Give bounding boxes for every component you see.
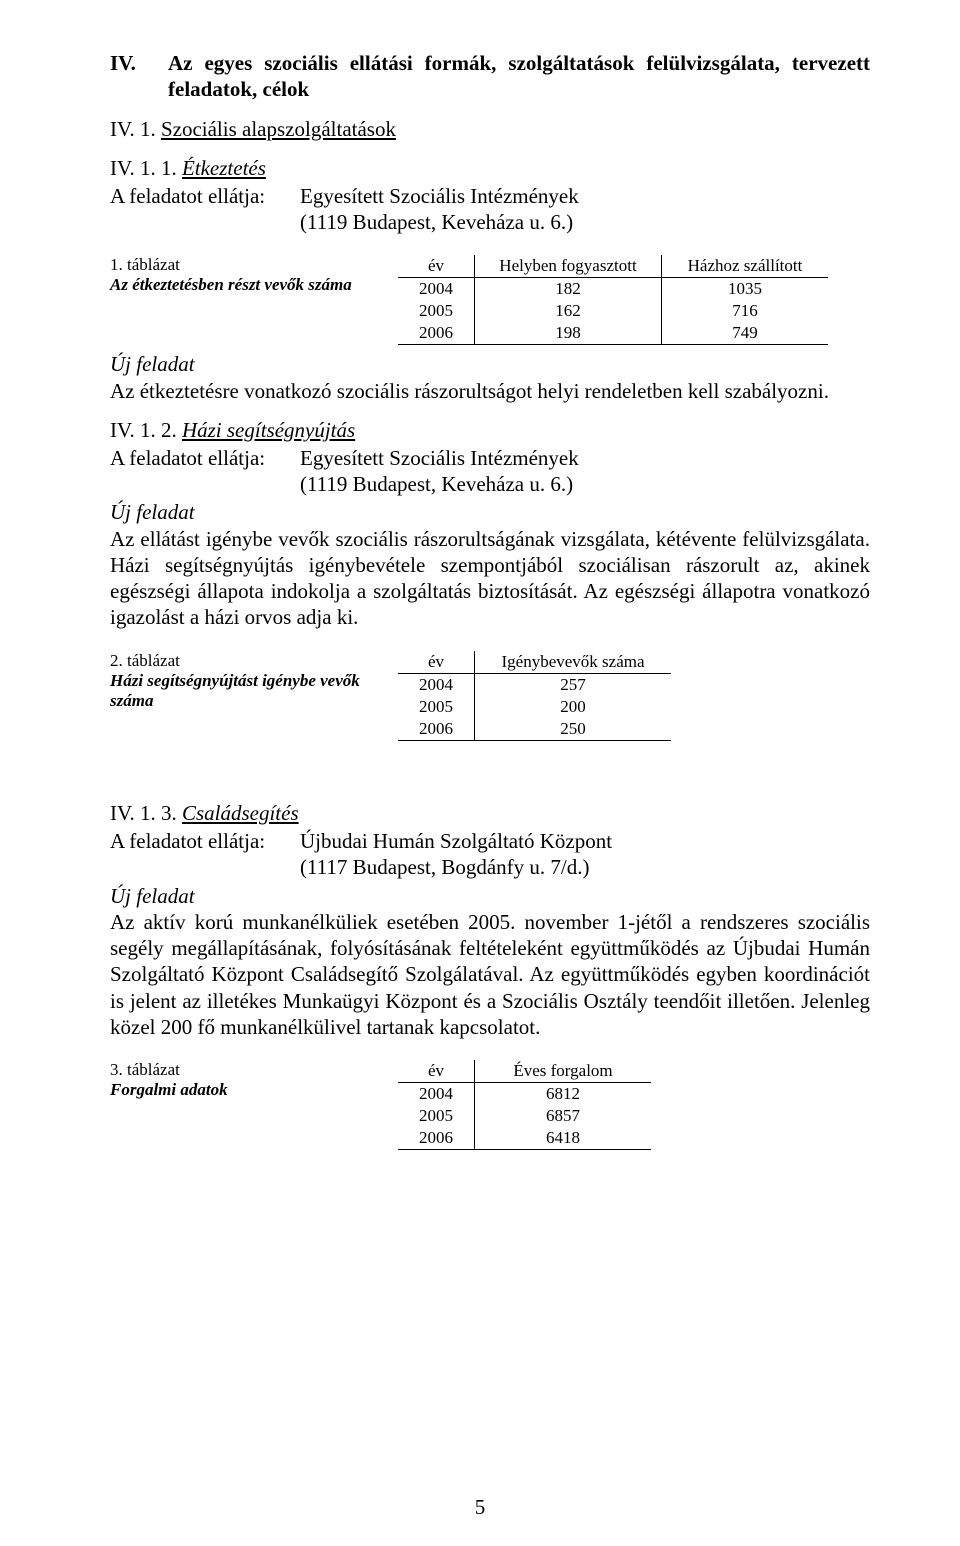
provider-label: A feladatot ellátja: — [110, 183, 300, 236]
provider-label: A feladatot ellátja: — [110, 445, 300, 498]
table-header: Igénybevevők száma — [475, 651, 672, 674]
table-row: 2006250 — [398, 718, 671, 741]
table-2-caption: 2. táblázat Házi segítségnyújtást igényb… — [110, 651, 398, 741]
table-row: 2005200 — [398, 696, 671, 718]
table-header: év — [398, 651, 475, 674]
table-cell: 257 — [475, 673, 672, 696]
provider-row: A feladatot ellátja: Egyesített Szociáli… — [110, 445, 870, 498]
body-paragraph: Az ellátást igénybe vevők szociális rász… — [110, 526, 870, 631]
table-3-caption: 3. táblázat Forgalmi adatok — [110, 1060, 398, 1150]
table-2: évIgénybevevők száma20042572005200200625… — [398, 651, 671, 741]
provider-row: A feladatot ellátja: Újbudai Humán Szolg… — [110, 828, 870, 881]
subheading-number: IV. 1. 3. — [110, 801, 177, 825]
table-cell: 6857 — [475, 1105, 652, 1127]
table-row: 20066418 — [398, 1127, 651, 1150]
subheading-text: Étkeztetés — [182, 156, 266, 180]
subheading-iv-1: IV. 1. Szociális alapszolgáltatások — [110, 117, 870, 142]
provider-name: Egyesített Szociális Intézmények — [300, 183, 870, 209]
table-cell: 6418 — [475, 1127, 652, 1150]
body-paragraph: Az étkeztetésre vonatkozó szociális rász… — [110, 378, 870, 404]
provider-label: A feladatot ellátja: — [110, 828, 300, 881]
main-heading-number: IV. — [110, 50, 168, 103]
table-caption-title: Forgalmi adatok — [110, 1080, 390, 1100]
table-cell: 182 — [475, 278, 662, 301]
table-cell: 2006 — [398, 322, 475, 345]
main-heading-text: Az egyes szociális ellátási formák, szol… — [168, 50, 870, 103]
provider-address: (1119 Budapest, Keveháza u. 6.) — [300, 209, 870, 235]
provider-address: (1119 Budapest, Keveháza u. 6.) — [300, 471, 870, 497]
subheading-text: Házi segítségnyújtás — [182, 418, 355, 442]
table-cell: 2005 — [398, 696, 475, 718]
table-cell: 198 — [475, 322, 662, 345]
table-row: 2004257 — [398, 673, 671, 696]
document-page: IV. Az egyes szociális ellátási formák, … — [0, 0, 960, 1546]
subheading-text: Családsegítés — [182, 801, 299, 825]
page-number: 5 — [0, 1495, 960, 1520]
new-task-label: Új feladat — [110, 351, 870, 377]
provider-row: A feladatot ellátja: Egyesített Szociáli… — [110, 183, 870, 236]
provider-name: Egyesített Szociális Intézmények — [300, 445, 870, 471]
table-cell: 2004 — [398, 673, 475, 696]
table-row: 2005162716 — [398, 300, 828, 322]
table-cell: 2006 — [398, 718, 475, 741]
new-task-label: Új feladat — [110, 499, 870, 525]
table-1: évHelyben fogyasztottHázhoz szállított20… — [398, 255, 828, 345]
body-paragraph: Az aktív korú munkanélküliek esetében 20… — [110, 909, 870, 1040]
table-cell: 2004 — [398, 1083, 475, 1106]
main-heading: IV. Az egyes szociális ellátási formák, … — [110, 50, 870, 103]
subheading-text: Szociális alapszolgáltatások — [161, 117, 396, 141]
provider-name: Újbudai Humán Szolgáltató Központ — [300, 828, 870, 854]
table-cell: 716 — [662, 300, 829, 322]
table-cell: 2005 — [398, 1105, 475, 1127]
table-row: 20041821035 — [398, 278, 828, 301]
new-task-label: Új feladat — [110, 883, 870, 909]
subheading-number: IV. 1. 2. — [110, 418, 177, 442]
table-row: 20056857 — [398, 1105, 651, 1127]
table-1-block: 1. táblázat Az étkeztetésben részt vevők… — [110, 255, 870, 345]
table-header: Éves forgalom — [475, 1060, 652, 1083]
table-cell: 2006 — [398, 1127, 475, 1150]
table-3-block: 3. táblázat Forgalmi adatok évÉves forga… — [110, 1060, 870, 1150]
table-cell: 749 — [662, 322, 829, 345]
subheading-iv-1-3: IV. 1. 3. Családsegítés — [110, 801, 870, 826]
table-header: év — [398, 1060, 475, 1083]
table-cell: 200 — [475, 696, 672, 718]
table-caption-number: 1. táblázat — [110, 255, 390, 275]
table-cell: 2005 — [398, 300, 475, 322]
table-2-block: 2. táblázat Házi segítségnyújtást igényb… — [110, 651, 870, 741]
table-cell: 1035 — [662, 278, 829, 301]
table-caption-number: 2. táblázat — [110, 651, 390, 671]
subheading-number: IV. 1. — [110, 117, 156, 141]
table-cell: 6812 — [475, 1083, 652, 1106]
table-row: 2006198749 — [398, 322, 828, 345]
table-3: évÉves forgalom200468122005685720066418 — [398, 1060, 651, 1150]
subheading-iv-1-2: IV. 1. 2. Házi segítségnyújtás — [110, 418, 870, 443]
table-cell: 250 — [475, 718, 672, 741]
table-header: Helyben fogyasztott — [475, 255, 662, 278]
subheading-number: IV. 1. 1. — [110, 156, 177, 180]
table-row: 20046812 — [398, 1083, 651, 1106]
subheading-iv-1-1: IV. 1. 1. Étkeztetés — [110, 156, 870, 181]
table-header: év — [398, 255, 475, 278]
table-header: Házhoz szállított — [662, 255, 829, 278]
table-cell: 162 — [475, 300, 662, 322]
table-caption-title: Az étkeztetésben részt vevők száma — [110, 275, 390, 295]
table-caption-title: Házi segítségnyújtást igénybe vevők szám… — [110, 671, 390, 712]
table-1-caption: 1. táblázat Az étkeztetésben részt vevők… — [110, 255, 398, 345]
provider-address: (1117 Budapest, Bogdánfy u. 7/d.) — [300, 854, 870, 880]
table-caption-number: 3. táblázat — [110, 1060, 390, 1080]
table-cell: 2004 — [398, 278, 475, 301]
